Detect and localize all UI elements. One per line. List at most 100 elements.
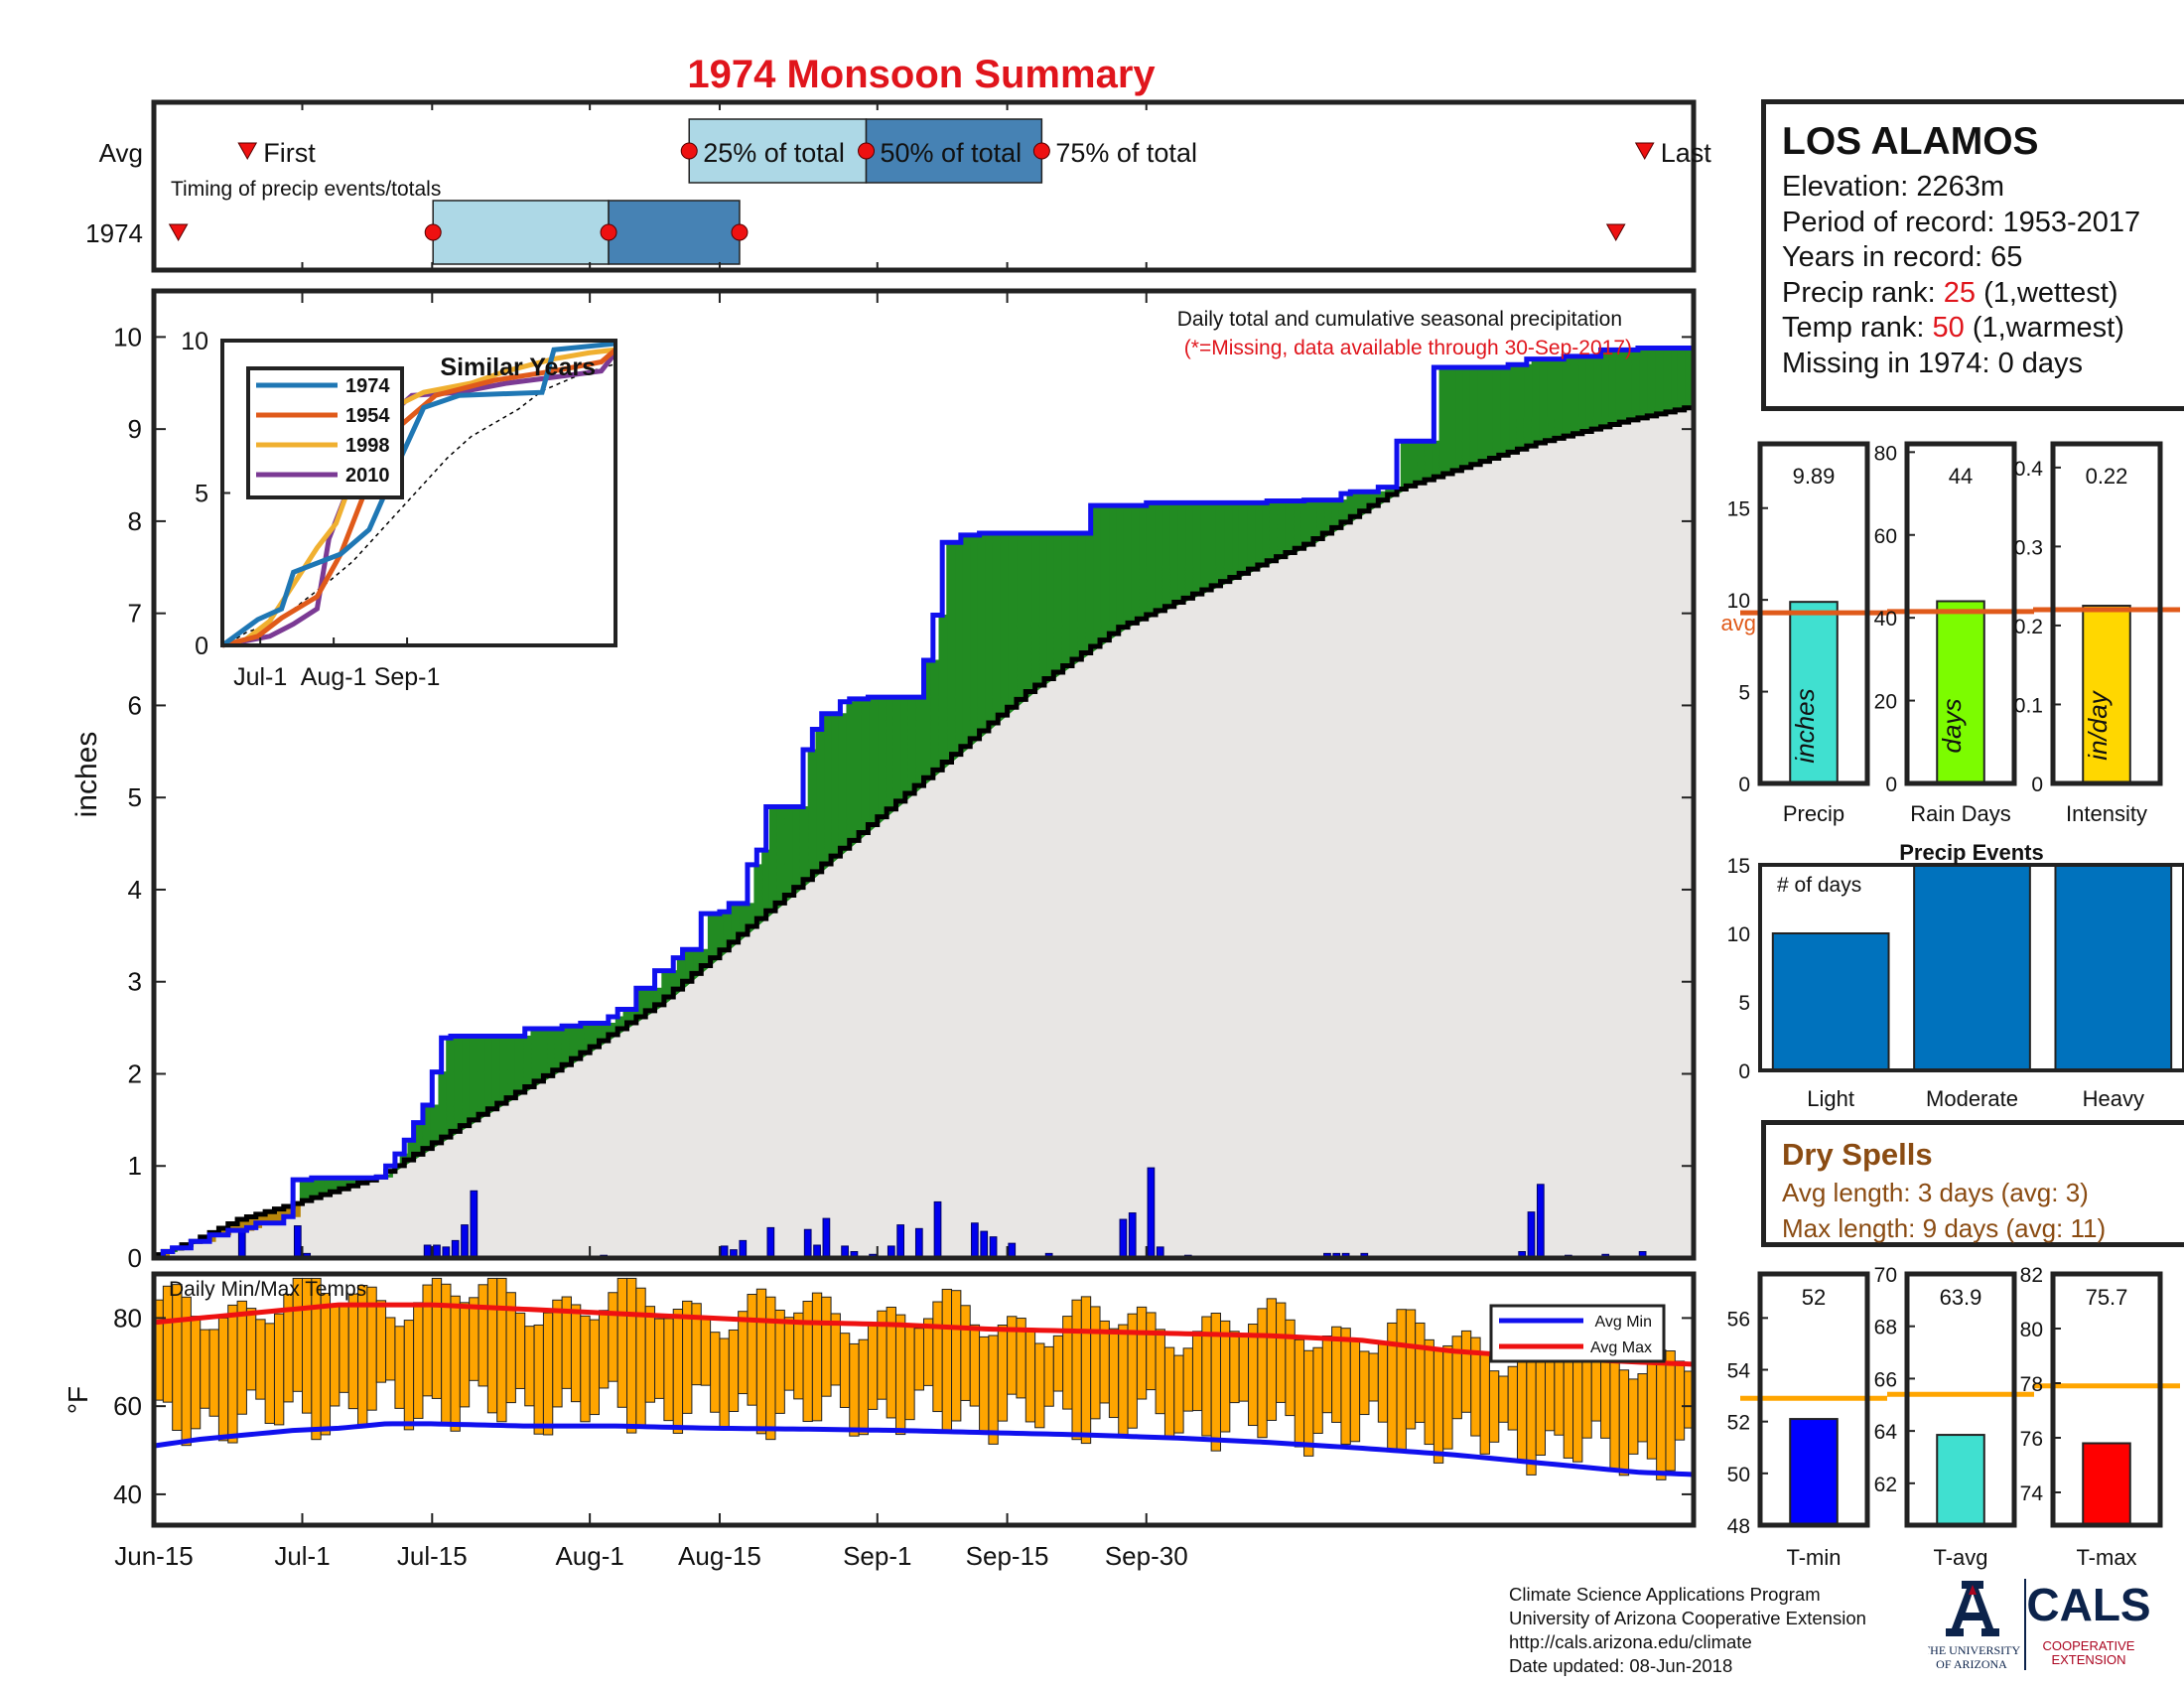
daily-temp-range-bar (208, 1329, 219, 1417)
daily-temp-range-bar (1368, 1352, 1379, 1402)
timing-box-50-75 (608, 200, 741, 265)
daily-temp-range-bar (608, 1292, 618, 1382)
precip-rank: Precip rank: 25 (1,wettest) (1782, 276, 2183, 312)
daily-temp-range-bar (580, 1315, 591, 1423)
inset-x-tick-label: Jul-1 (233, 663, 287, 691)
daily-temp-range-bar (821, 1296, 832, 1397)
daily-precip-bar (1147, 1167, 1156, 1259)
daily-temp-range-bar (1182, 1347, 1193, 1412)
events-category-label: Heavy (2083, 1086, 2144, 1111)
precip-rank-note: (1,wettest) (1976, 276, 2118, 309)
daily-temp-range-bar (339, 1303, 349, 1393)
daily-temp-range-bar (320, 1293, 332, 1436)
stat-rain-days-tick-label: 40 (1874, 608, 1897, 631)
daily-temp-range-bar (1479, 1353, 1490, 1455)
daily-temp-range-bar (1090, 1306, 1101, 1420)
daily-precip-bar (451, 1239, 460, 1259)
footer-link[interactable]: http://cals.arizona.edu/climate (1509, 1631, 1752, 1652)
daily-temp-range-bar (1155, 1329, 1165, 1415)
daily-temp-range-bar (1173, 1354, 1184, 1434)
daily-temp-range-bar (1108, 1328, 1120, 1419)
temp-stat-tavg-value: 63.9 (1940, 1285, 1982, 1310)
inset-y-tick-label: 0 (195, 633, 208, 660)
daily-temp-range-bar (738, 1311, 749, 1395)
temp-stat-tmax-value: 75.7 (2086, 1285, 2128, 1310)
stat-precip-tick-label: 0 (1738, 774, 1750, 796)
logo-text-1: THE UNIVERSITY (1928, 1643, 2020, 1657)
main-y-tick-label: 1 (128, 1151, 142, 1181)
events-caption: # of days (1777, 874, 1861, 897)
stat-rain-days-tick-label: 80 (1874, 442, 1897, 465)
main-y-tick-label: 9 (128, 414, 142, 444)
daily-temp-range-bar (1396, 1309, 1407, 1452)
main-panel-frame (151, 288, 1697, 1261)
main-y-axis-label: inches (70, 732, 103, 818)
daily-temp-range-bar (450, 1295, 461, 1432)
x-tick-label: Aug-15 (678, 1541, 761, 1571)
temp-panel-frame (151, 1271, 1697, 1528)
main-missing-note: (*=Missing, data available through 30-Se… (1184, 337, 1632, 359)
timing-marker (731, 223, 749, 241)
temp-stat-tavg-frame (1904, 1271, 2017, 1528)
timing-box-25-50 (432, 200, 610, 265)
daily-temp-range-bar (496, 1277, 507, 1423)
daily-precip-bar (971, 1222, 979, 1259)
main-y-tick-label: 3 (128, 967, 142, 997)
daily-temp-range-bar (616, 1277, 628, 1408)
stat-precip-bar (1789, 601, 1839, 784)
stat-intensity-value: 0.22 (2086, 464, 2128, 489)
daily-precip-bar (237, 1229, 246, 1259)
daily-temp-range-bar (478, 1284, 488, 1387)
daily-temp-range-bar (1248, 1324, 1259, 1427)
main-y-tick-label: 2 (128, 1058, 142, 1088)
daily-precip-bar (822, 1217, 831, 1259)
stat-rain-days-tick-label: 60 (1874, 525, 1897, 548)
daily-temp-range-bar (1034, 1342, 1045, 1429)
temp-stat-tavg-tick-label: 62 (1874, 1474, 1897, 1496)
x-tick-label: Sep-1 (843, 1541, 911, 1571)
station-info-box: LOS ALAMOS Elevation: 2263m Period of re… (1761, 99, 2184, 411)
stat-intensity-label: Intensity (2066, 801, 2147, 826)
daily-temp-range-bar (1312, 1346, 1323, 1434)
ua-cals-logo-graphic: THE UNIVERSITY OF ARIZONA CALS COOPERATI… (1928, 1579, 2151, 1671)
temp-stat-tmin-bar (1789, 1418, 1839, 1527)
avg-max-temp-line (153, 1302, 1695, 1367)
daily-temp-range-bar (403, 1320, 415, 1431)
daily-temp-range-bar (969, 1324, 981, 1407)
daily-temp-range-bar (1359, 1350, 1370, 1416)
inset-x-tick-label: Aug-1 (301, 663, 367, 691)
daily-precip-bar (914, 1227, 923, 1259)
daily-temp-range-bar (1266, 1298, 1278, 1421)
timing-marker (424, 223, 442, 241)
stat-rain-days-tick-label: 20 (1874, 691, 1897, 714)
stat-intensity-tick-label: 0.2 (2014, 616, 2043, 638)
daily-temp-range-bar (913, 1328, 924, 1391)
daily-precip-bar (1536, 1184, 1545, 1259)
timing-triangle-marker (237, 142, 258, 161)
daily-temp-range-bar (459, 1302, 471, 1408)
events-bar-moderate (1913, 864, 2031, 1071)
temp-panel-title: Daily Min/Max Temps (169, 1278, 366, 1301)
university-logo: THE UNIVERSITY OF ARIZONA CALS COOPERATI… (1928, 1577, 2184, 1672)
daily-temp-range-bar (1424, 1338, 1434, 1446)
temp-stat-tmax-tick-label: 78 (2020, 1373, 2043, 1396)
timing-marker (680, 142, 698, 160)
dry-spells-title: Dry Spells (1782, 1137, 1933, 1172)
daily-temp-range-bar (552, 1299, 563, 1408)
avg-cumulative-area (154, 407, 1694, 1258)
temp-stat-tmin-tick-label: 56 (1727, 1308, 1750, 1331)
daily-temp-range-bar (894, 1314, 906, 1436)
station-name: LOS ALAMOS (1782, 120, 2039, 163)
stat-rain-days-value: 44 (1949, 464, 1973, 489)
stat-intensity-unit: in/day (2083, 689, 2113, 760)
temp-y-tick-label: 40 (113, 1479, 142, 1509)
daily-precip-bar (293, 1225, 302, 1259)
main-y-tick-label: 7 (128, 599, 142, 629)
daily-temp-range-bar (1024, 1330, 1036, 1423)
stat-intensity-tick-label: 0.1 (2014, 694, 2043, 717)
daily-temp-range-bar (783, 1317, 795, 1391)
timing-row-label-avg: Avg (99, 138, 143, 168)
timing-triangle-marker (168, 223, 189, 242)
daily-temp-range-bar (1572, 1345, 1583, 1463)
daily-precip-bar (461, 1224, 469, 1259)
